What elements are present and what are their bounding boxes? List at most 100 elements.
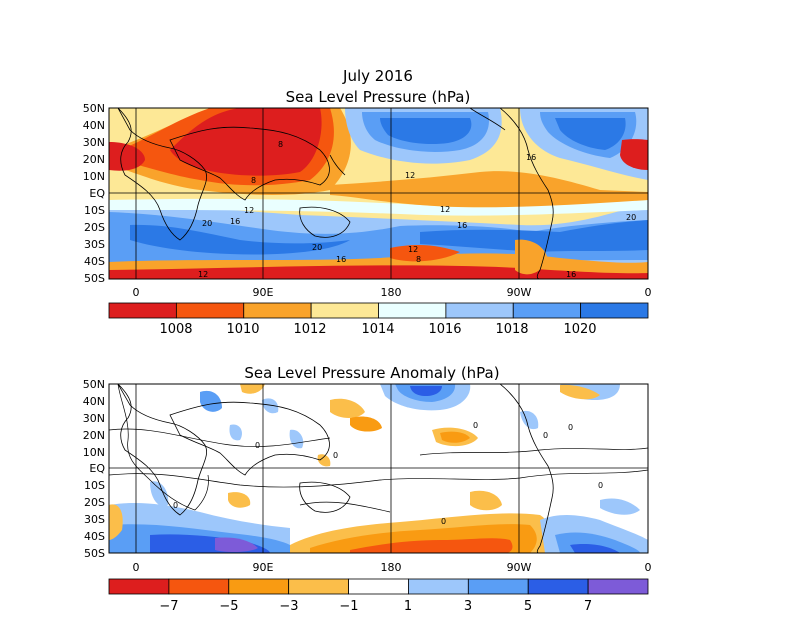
- top-colorbar: [108, 302, 649, 319]
- colorbar-label: 1012: [293, 322, 326, 337]
- top-contour-labels: 8 8 12 16 12 16 20 12 16 20 16 20 12 8 1…: [198, 140, 636, 279]
- lon-label: 90W: [507, 286, 532, 299]
- contour-label: 0: [568, 423, 573, 432]
- contour-label: 16: [230, 217, 240, 226]
- contour-label: 12: [408, 245, 418, 254]
- top-grid: [109, 108, 648, 279]
- contour-label: 12: [244, 206, 254, 215]
- bottom-lat-labels: 50N 40N 30N 20N 10N EQ 10S 20S 30S 40S 5…: [83, 378, 106, 560]
- contour-label: 16: [336, 255, 346, 264]
- lon-label: 90E: [253, 286, 274, 299]
- colorbar-label: −3: [279, 599, 298, 614]
- bottom-contour-labels: 0 0 0 0 0 0 0 0: [173, 421, 603, 526]
- lon-label: 180: [381, 561, 402, 574]
- contour-label: 12: [440, 205, 450, 214]
- lon-label: 180: [381, 286, 402, 299]
- colorbar-label: 1016: [428, 322, 461, 337]
- colorbar-label: 7: [584, 599, 592, 614]
- lon-label: 0: [645, 561, 652, 574]
- lat-label: 50S: [84, 272, 105, 285]
- colorbar-swatch: [228, 578, 290, 595]
- top-title-line-1: July 2016: [342, 67, 413, 85]
- lat-label: EQ: [89, 462, 105, 475]
- top-indian-high: [130, 224, 350, 255]
- colorbar-swatch: [168, 578, 230, 595]
- colorbar-swatch: [378, 302, 447, 319]
- top-colorbar-labels: 1008 1010 1012 1014 1016 1018 1020: [159, 322, 596, 337]
- contour-label: 20: [312, 243, 322, 252]
- contour-label: 0: [255, 441, 260, 450]
- top-npac-high-core: [380, 118, 472, 145]
- contour-label: 8: [278, 140, 283, 149]
- contour-label: 0: [598, 481, 603, 490]
- lon-label: 0: [133, 286, 140, 299]
- colorbar-swatch: [512, 302, 582, 319]
- colorbar-swatch: [587, 578, 649, 595]
- lat-label: 40S: [84, 255, 105, 268]
- lat-label: 50N: [83, 378, 105, 391]
- lat-label: 30N: [83, 412, 105, 425]
- bottom-grid: [109, 384, 648, 553]
- colorbar-label: 1010: [226, 322, 259, 337]
- lon-label: 90E: [253, 561, 274, 574]
- bottom-coastlines: [117, 384, 554, 553]
- colorbar-swatch: [175, 302, 245, 319]
- lat-label: 40S: [84, 530, 105, 543]
- top-natl-high-core: [555, 118, 626, 150]
- contour-label: 0: [173, 501, 178, 510]
- contour-label: 0: [543, 431, 548, 440]
- top-map-field: [109, 108, 648, 279]
- lat-label: 20S: [84, 496, 105, 509]
- colorbar-swatch: [348, 578, 409, 595]
- colorbar-swatch: [467, 578, 529, 595]
- colorbar-label: 3: [464, 599, 472, 614]
- lat-label: 30N: [83, 136, 105, 149]
- contour-label: 8: [251, 176, 256, 185]
- colorbar-label: 1018: [495, 322, 528, 337]
- top-tasman-low: [390, 245, 460, 262]
- lon-label: 0: [645, 286, 652, 299]
- contour-label: 0: [473, 421, 478, 430]
- contour-label: 0: [333, 451, 338, 460]
- lon-label: 0: [133, 561, 140, 574]
- colorbar-label: −5: [219, 599, 238, 614]
- lat-label: 30S: [84, 238, 105, 251]
- colorbar-swatch: [580, 302, 649, 319]
- colorbar-label: 1008: [159, 322, 192, 337]
- colorbar-label: −1: [339, 599, 358, 614]
- bottom-map-field: [109, 384, 648, 553]
- top-lat-labels: 50N 40N 30N 20N 10N EQ 10S 20S 30S 40S 5…: [83, 102, 106, 285]
- top-samerica-low: [515, 239, 548, 275]
- contour-label: 12: [198, 270, 208, 279]
- contour-label: 20: [202, 219, 212, 228]
- top-title-line-2: Sea Level Pressure (hPa): [286, 88, 471, 106]
- contour-label: 16: [566, 270, 576, 279]
- lat-label: 10S: [84, 204, 105, 217]
- colorbar-swatch: [108, 578, 170, 595]
- colorbar-label: −7: [159, 599, 178, 614]
- lat-label: 10N: [83, 446, 105, 459]
- top-pacific-high-south: [420, 220, 648, 252]
- lat-label: 40N: [83, 119, 105, 132]
- top-sahara-low-east: [620, 139, 648, 170]
- lat-label: 50N: [83, 102, 105, 115]
- lat-label: 20N: [83, 429, 105, 442]
- colorbar-swatch: [408, 578, 469, 595]
- colorbar-label: 1020: [563, 322, 596, 337]
- bottom-map-frame: [108, 383, 649, 554]
- colorbar-swatch: [310, 302, 379, 319]
- bottom-title: Sea Level Pressure Anomaly (hPa): [244, 364, 499, 382]
- lat-label: 40N: [83, 395, 105, 408]
- lon-label: 90W: [507, 561, 532, 574]
- lat-label: EQ: [89, 187, 105, 200]
- lat-label: 10S: [84, 479, 105, 492]
- contour-label: 8: [416, 255, 421, 264]
- colorbar-swatch: [445, 302, 514, 319]
- contour-label: 20: [626, 213, 636, 222]
- bottom-lon-labels: 0 90E 180 90W 0: [133, 561, 652, 574]
- lat-label: 20N: [83, 153, 105, 166]
- colorbar-label: 5: [524, 599, 532, 614]
- top-asia-low-1008: [170, 108, 322, 176]
- bottom-contours: [109, 384, 648, 513]
